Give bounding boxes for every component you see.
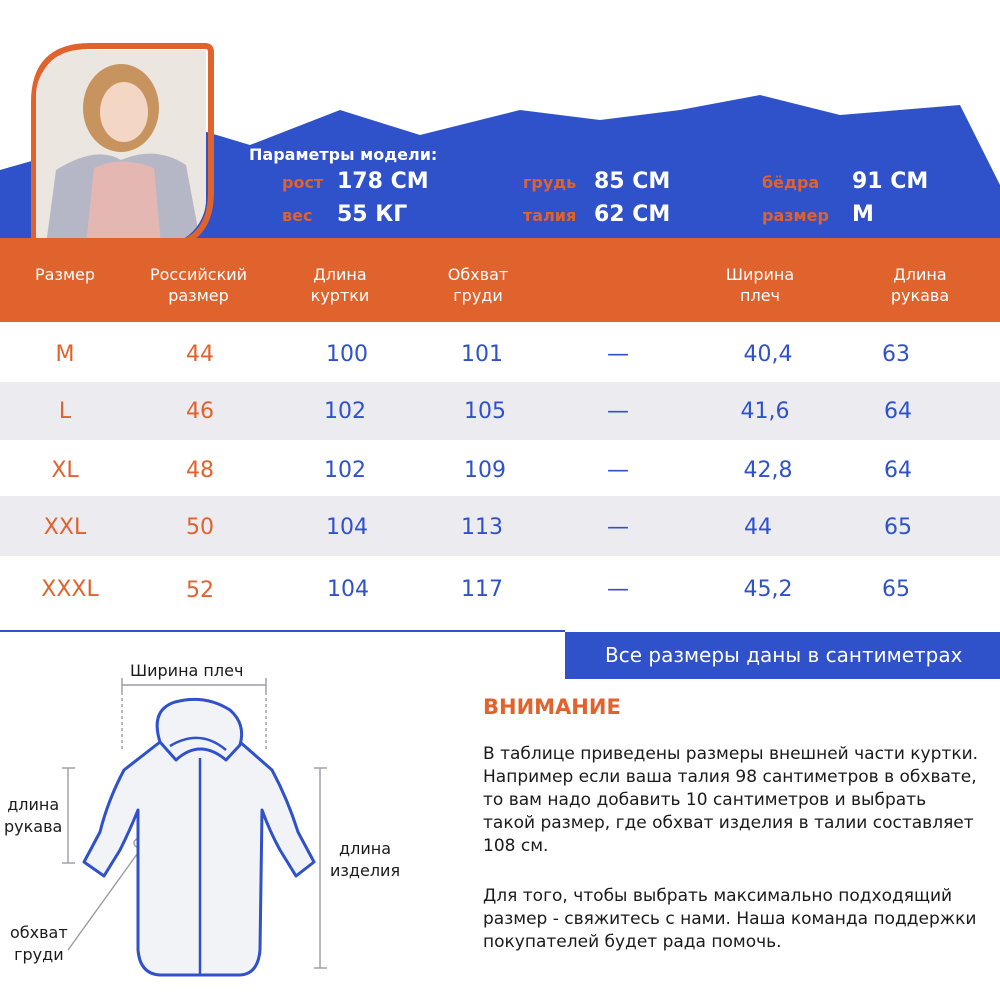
units-note-bar [565, 632, 1000, 679]
model-photo-illustration [36, 50, 206, 245]
cell-jacket-length: 104 [327, 577, 369, 602]
cell-size: L [58, 399, 72, 424]
param-value-size: M [852, 202, 874, 227]
param-value-chest: 85 СМ [594, 169, 671, 194]
cell-sleeve-length: 64 [884, 458, 912, 483]
model-photo [36, 50, 206, 245]
param-value-weight: 55 КГ [337, 202, 408, 227]
cell-chest-girth: 113 [461, 515, 503, 540]
attention-paragraph-1: В таблице приведены размеры внешней част… [483, 744, 979, 856]
header-jacket-length: Длина куртки [310, 265, 370, 305]
param-value-hips: 91 СМ [852, 169, 929, 194]
cell-chest-girth: 101 [461, 342, 503, 367]
table-header-row [0, 238, 1000, 322]
cell-size: M [55, 342, 75, 367]
model-params-title: Параметры модели: [249, 145, 438, 164]
param-label-weight: вес [282, 206, 313, 225]
attention-title: ВНИМАНИЕ [483, 695, 621, 719]
cell-sleeve-length: 64 [884, 399, 912, 424]
param-value-height: 178 СМ [337, 169, 429, 194]
cell-russian-size: 46 [186, 399, 214, 424]
cell-size: XXL [43, 515, 87, 540]
cell-sleeve-length: 65 [882, 577, 910, 602]
cell-jacket-length: 104 [326, 515, 368, 540]
jacket-diagram [62, 678, 327, 977]
cell-chest-girth: 117 [461, 577, 503, 602]
param-label-waist: талия [523, 206, 577, 225]
cell-size: XL [51, 458, 79, 483]
blue-mountain-band [0, 95, 1000, 240]
cell-dash: — [607, 577, 629, 602]
diagram-label-sleeve-length: длина рукава [4, 795, 63, 836]
cell-russian-size: 52 [186, 578, 214, 603]
diagram-label-chest-girth: обхват груди [10, 923, 68, 964]
cell-jacket-length: 102 [324, 458, 366, 483]
diagram-label-shoulder-width: Ширина плеч [130, 661, 244, 680]
cell-dash: — [607, 342, 629, 367]
cell-chest-girth: 105 [464, 399, 506, 424]
cell-jacket-length: 100 [326, 342, 368, 367]
header-sleeve-length: Длина рукава [890, 265, 950, 305]
cell-dash: — [607, 399, 629, 424]
cell-shoulder-width: 44 [744, 515, 772, 540]
cell-dash: — [607, 515, 629, 540]
cell-shoulder-width: 41,6 [740, 399, 790, 424]
attention-paragraph-2: Для того, чтобы выбрать максимально подх… [483, 886, 977, 952]
section-divider [0, 630, 565, 632]
cell-dash: — [607, 458, 629, 483]
cell-size: XXXL [41, 577, 99, 602]
diagram-label-item-length: длина изделия [330, 839, 401, 880]
param-label-chest: грудь [523, 173, 577, 192]
cell-sleeve-length: 63 [882, 342, 910, 367]
cell-russian-size: 50 [186, 515, 214, 540]
cell-shoulder-width: 45,2 [743, 577, 793, 602]
cell-sleeve-length: 65 [884, 515, 912, 540]
param-label-hips: бёдра [762, 173, 820, 192]
header-chest-girth: Обхват груди [447, 265, 509, 305]
cell-russian-size: 48 [186, 458, 214, 483]
cell-chest-girth: 109 [464, 458, 506, 483]
param-label-height: рост [282, 173, 324, 192]
header-russian-size: Российский размер [149, 265, 248, 305]
param-value-waist: 62 СМ [594, 202, 671, 227]
units-note: Все размеры даны в сантиметрах [605, 643, 963, 667]
header-background [0, 95, 1000, 240]
header-size: Размер [34, 265, 96, 284]
header-shoulder-width: Ширина плеч [725, 265, 795, 305]
cell-jacket-length: 102 [324, 399, 366, 424]
param-label-size: размер [762, 206, 829, 225]
cell-russian-size: 44 [186, 342, 214, 367]
table-row [0, 496, 1000, 556]
cell-shoulder-width: 42,8 [743, 458, 793, 483]
cell-shoulder-width: 40,4 [743, 342, 793, 367]
table-row [0, 382, 1000, 440]
jacket-details [169, 736, 227, 975]
